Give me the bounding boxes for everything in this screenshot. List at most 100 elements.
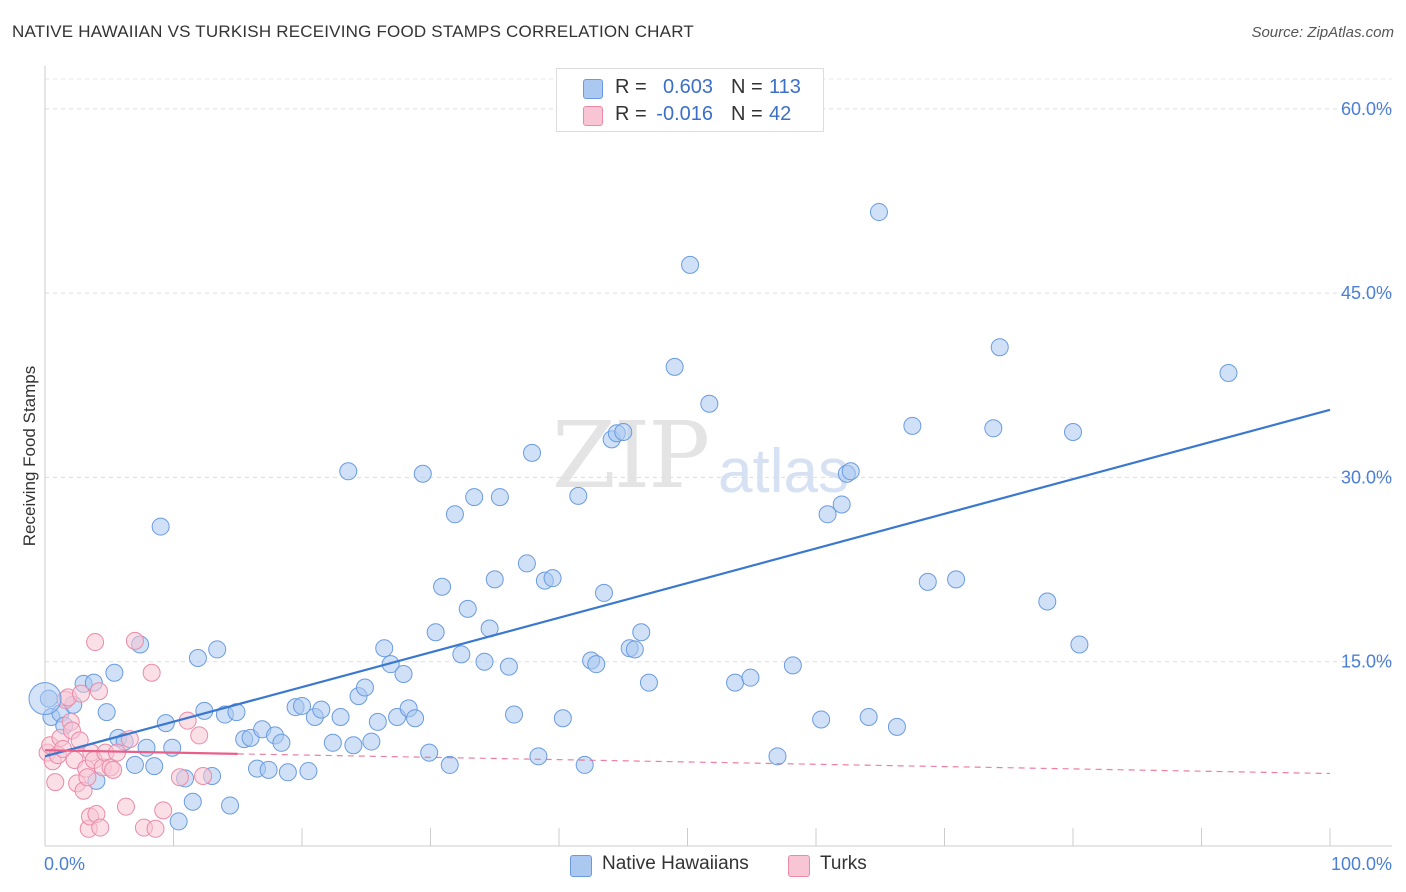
n-label: N =	[731, 76, 763, 98]
data-points	[28, 203, 1238, 838]
data-point	[440, 755, 459, 774]
source-note: Source: ZipAtlas.com	[1251, 24, 1394, 41]
data-point	[97, 703, 116, 722]
data-point	[259, 760, 278, 779]
data-point	[293, 696, 311, 715]
n-value: 113	[769, 76, 801, 98]
data-point	[221, 796, 240, 815]
data-point	[70, 731, 89, 750]
data-point	[741, 668, 760, 687]
data-point	[458, 599, 477, 618]
stats-row-native-hawaiians: R = 0.603 N = 113	[557, 74, 823, 100]
data-point	[413, 464, 432, 483]
data-point	[105, 663, 124, 682]
stats-legend: R = 0.603 N = 113 R = -0.016 N = 42	[556, 68, 824, 132]
data-point	[362, 732, 381, 751]
data-point	[137, 738, 156, 757]
data-point	[46, 773, 65, 792]
data-point	[990, 338, 1009, 357]
r-label: R =	[615, 103, 647, 125]
y-tick-label: 30.0%	[1341, 467, 1392, 487]
data-point	[170, 768, 189, 787]
data-point	[344, 736, 363, 755]
y-tick-label: 60.0%	[1341, 99, 1392, 119]
r-label: R =	[615, 76, 647, 98]
data-point	[190, 726, 209, 745]
data-point	[299, 762, 318, 781]
data-point	[89, 682, 108, 701]
data-point	[1038, 592, 1057, 611]
data-point	[700, 394, 719, 413]
data-point	[614, 422, 633, 441]
x-tick-label: 100.0%	[1331, 854, 1392, 874]
data-point	[625, 640, 644, 659]
data-point	[869, 203, 888, 222]
data-point	[194, 766, 213, 785]
data-point	[272, 733, 291, 752]
n-value: 42	[769, 103, 792, 125]
data-point	[859, 708, 878, 726]
data-point	[183, 792, 202, 811]
data-point	[594, 583, 613, 602]
data-point	[632, 623, 651, 642]
data-point	[918, 572, 937, 591]
turks-swatch	[788, 855, 810, 877]
data-point	[406, 709, 425, 728]
chart-title: NATIVE HAWAIIAN VS TURKISH RECEIVING FOO…	[12, 22, 694, 41]
data-point	[154, 801, 173, 820]
data-point	[818, 505, 837, 524]
data-point	[78, 768, 97, 787]
data-point	[278, 763, 297, 782]
data-point	[71, 684, 90, 703]
data-point	[783, 656, 802, 675]
data-point	[116, 797, 135, 816]
data-point	[394, 665, 413, 683]
data-point	[28, 682, 62, 716]
data-point	[812, 710, 831, 729]
data-point	[125, 631, 144, 650]
native-hawaiians-swatch	[570, 855, 592, 877]
data-point	[523, 443, 542, 462]
data-point	[1064, 422, 1082, 441]
data-point	[841, 462, 860, 481]
data-point	[475, 652, 494, 671]
data-point	[145, 757, 164, 776]
data-point	[887, 717, 906, 736]
data-point	[91, 818, 110, 837]
data-point	[485, 570, 504, 589]
data-point	[681, 255, 700, 274]
data-point	[188, 649, 207, 668]
data-point	[832, 495, 851, 514]
trend-line	[44, 408, 1331, 758]
tick-labels: 15.0% 30.0% 45.0% 60.0% 0.0% 100.0%	[44, 99, 1392, 874]
data-point	[903, 416, 922, 435]
legend-label: Turks	[820, 853, 867, 874]
data-point	[312, 700, 331, 719]
data-point	[169, 812, 188, 831]
data-point	[569, 486, 588, 505]
data-point	[445, 505, 464, 524]
x-tick-label: 0.0%	[44, 854, 85, 874]
data-point	[587, 655, 606, 674]
data-point	[208, 640, 227, 659]
y-tick-label: 45.0%	[1341, 283, 1392, 303]
data-point	[433, 577, 452, 596]
data-point	[529, 747, 548, 766]
data-point	[368, 712, 387, 731]
data-point	[86, 633, 105, 652]
n-label: N =	[731, 103, 763, 125]
turks-swatch	[583, 106, 603, 126]
trend-lines	[44, 408, 1331, 775]
stats-row-turks: R = -0.016 N = 42	[557, 101, 823, 127]
data-point	[178, 711, 197, 730]
r-value: -0.016	[656, 103, 713, 125]
data-point	[420, 743, 439, 762]
data-point	[665, 357, 684, 376]
data-point	[639, 673, 658, 692]
watermark-atlas: atlas	[718, 437, 849, 506]
data-point	[146, 819, 165, 838]
data-point	[125, 755, 144, 774]
data-point	[465, 488, 484, 507]
data-point	[151, 517, 170, 536]
